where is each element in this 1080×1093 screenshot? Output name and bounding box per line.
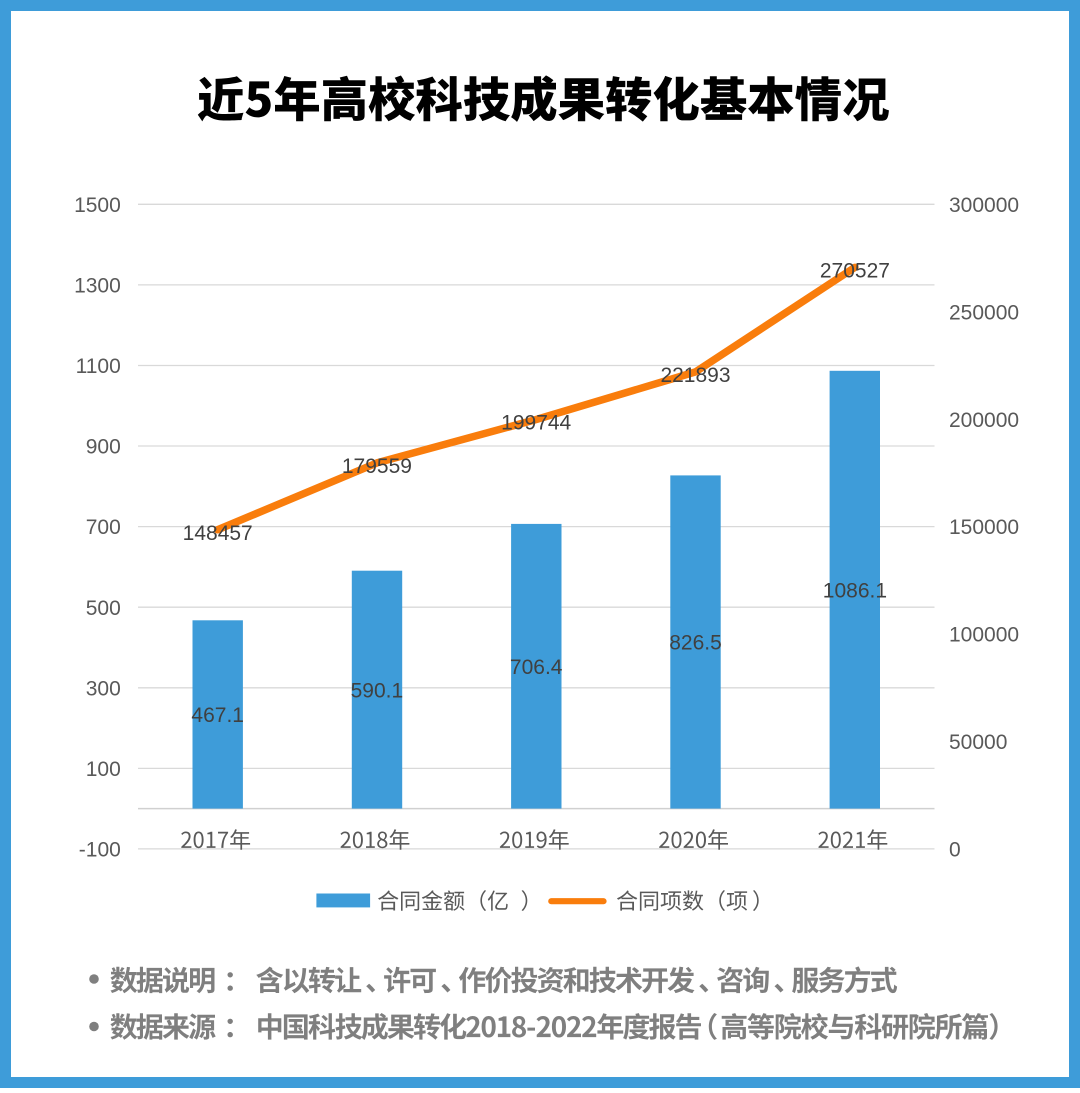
svg-text:50000: 50000 <box>949 731 1007 754</box>
svg-text:1500: 1500 <box>74 194 121 217</box>
svg-text:590.1: 590.1 <box>351 679 404 702</box>
svg-text:467.1: 467.1 <box>191 704 244 727</box>
svg-text:826.5: 826.5 <box>669 632 722 655</box>
svg-text:150000: 150000 <box>949 516 1019 539</box>
svg-text:100: 100 <box>86 758 121 781</box>
svg-text:900: 900 <box>86 436 121 459</box>
svg-text:200000: 200000 <box>949 409 1019 432</box>
svg-text:148457: 148457 <box>183 522 253 545</box>
svg-text:1300: 1300 <box>74 275 121 298</box>
svg-text:250000: 250000 <box>949 301 1019 324</box>
svg-text:1086.1: 1086.1 <box>823 579 887 602</box>
svg-text:700: 700 <box>86 516 121 539</box>
svg-text:221893: 221893 <box>660 364 730 387</box>
svg-text:1100: 1100 <box>76 355 121 378</box>
svg-text:-100: -100 <box>79 839 121 862</box>
svg-text:706.4: 706.4 <box>510 656 563 679</box>
svg-text:270527: 270527 <box>820 260 890 283</box>
svg-text:300000: 300000 <box>949 194 1019 217</box>
svg-text:100000: 100000 <box>949 624 1019 647</box>
svg-text:500: 500 <box>86 597 121 620</box>
svg-text:300: 300 <box>86 677 121 700</box>
svg-text:0: 0 <box>949 839 961 862</box>
svg-text:179559: 179559 <box>342 455 412 478</box>
svg-text:199744: 199744 <box>501 412 571 435</box>
